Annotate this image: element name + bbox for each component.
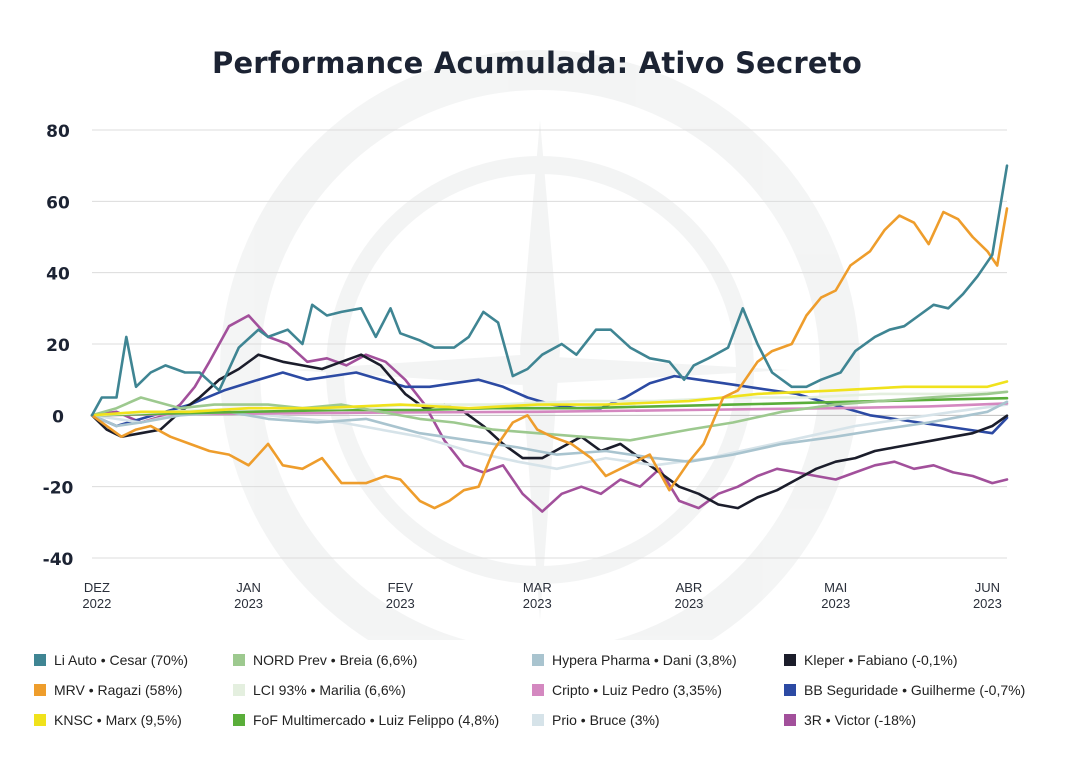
x-tick-month: FEV [388, 580, 414, 595]
legend-item: Kleper • Fabiano (-0,1%) [784, 652, 958, 668]
x-tick-month: JAN [236, 580, 261, 595]
legend-swatch [233, 654, 245, 666]
legend-item: NORD Prev • Breia (6,6%) [233, 652, 417, 668]
legend-swatch [532, 684, 544, 696]
y-tick-label: -40 [43, 550, 74, 570]
x-tick-month: MAR [523, 580, 552, 595]
legend-item: 3R • Victor (-18%) [784, 712, 916, 728]
x-tick-month: ABR [676, 580, 703, 595]
legend-label: MRV • Ragazi (58%) [54, 682, 183, 698]
x-tick-year: 2022 [82, 596, 111, 611]
series-line-2 [90, 380, 1009, 417]
legend-item: Hypera Pharma • Dani (3,8%) [532, 652, 737, 668]
legend-swatch [34, 654, 46, 666]
y-tick-label: -20 [43, 479, 74, 499]
compass-watermark [220, 50, 860, 640]
series-line-10 [90, 371, 1009, 435]
legend-label: Kleper • Fabiano (-0,1%) [804, 652, 958, 668]
legend-swatch [532, 714, 544, 726]
legend-item: LCI 93% • Marilia (6,6%) [233, 682, 406, 698]
legend-label: FoF Multimercado • Luiz Felippo (4,8%) [253, 712, 500, 728]
legend-label: KNSC • Marx (9,5%) [54, 712, 182, 728]
legend-swatch [34, 684, 46, 696]
legend-swatch [784, 714, 796, 726]
y-tick-label: 80 [46, 122, 70, 142]
legend-item: BB Seguridade • Guilherme (-0,7%) [784, 682, 1025, 698]
legend-item: FoF Multimercado • Luiz Felippo (4,8%) [233, 712, 499, 728]
legend-item: MRV • Ragazi (58%) [34, 682, 182, 698]
legend-label: 3R • Victor (-18%) [804, 712, 917, 728]
x-tick-year: 2023 [973, 596, 1002, 611]
series-line-3 [90, 390, 1009, 442]
legend-swatch [233, 684, 245, 696]
legend-swatch [532, 654, 544, 666]
legend-label: Prio • Bruce (3%) [552, 712, 660, 728]
x-tick-year: 2023 [386, 596, 415, 611]
series-line-1 [90, 207, 1009, 510]
x-tick-month: JUN [975, 580, 1000, 595]
y-tick-label: 20 [46, 336, 70, 356]
legend-swatch [34, 714, 46, 726]
legend-label: Cripto • Luiz Pedro (3,35%) [552, 682, 722, 698]
legend-label: NORD Prev • Breia (6,6%) [253, 652, 418, 668]
legend-item: Li Auto • Cesar (70%) [34, 652, 188, 668]
series-line-11 [90, 314, 1009, 513]
y-tick-label: 60 [46, 193, 70, 213]
x-tick-month: DEZ [84, 580, 110, 595]
y-tick-label: 0 [52, 407, 64, 427]
legend-label: LCI 93% • Marilia (6,6%) [253, 682, 406, 698]
x-tick-year: 2023 [674, 596, 703, 611]
legend-label: Hypera Pharma • Dani (3,8%) [552, 652, 737, 668]
legend: Li Auto • Cesar (70%) MRV • Ragazi (58%) K… [34, 652, 1064, 752]
legend-item: Prio • Bruce (3%) [532, 712, 660, 728]
x-tick-month: MAI [824, 580, 847, 595]
x-tick-year: 2023 [523, 596, 552, 611]
x-tick-year: 2023 [234, 596, 263, 611]
chart-title: Performance Acumulada: Ativo Secreto [211, 46, 862, 80]
legend-item: KNSC • Marx (9,5%) [34, 712, 182, 728]
series-line-0 [90, 164, 1009, 417]
legend-swatch [233, 714, 245, 726]
legend-label: BB Seguridade • Guilherme (-0,7%) [804, 682, 1026, 698]
legend-label: Li Auto • Cesar (70%) [54, 652, 189, 668]
x-tick-year: 2023 [821, 596, 850, 611]
y-tick-label: 40 [46, 265, 70, 285]
legend-swatch [784, 654, 796, 666]
legend-swatch [784, 684, 796, 696]
legend-item: Cripto • Luiz Pedro (3,35%) [532, 682, 722, 698]
